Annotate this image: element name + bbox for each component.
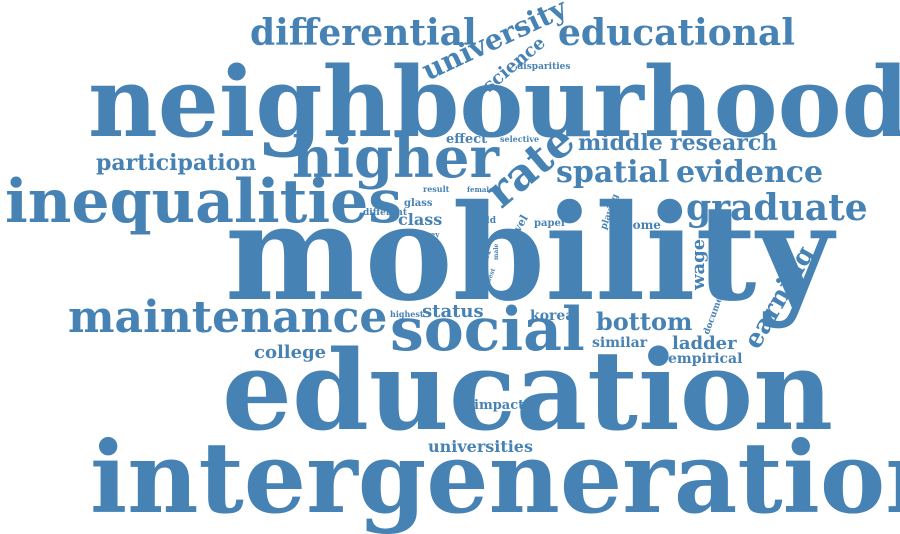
- word-female: female: [467, 185, 494, 194]
- word-male: male: [493, 243, 500, 260]
- word-highest: highest: [390, 309, 424, 319]
- word-glass: glass: [404, 198, 433, 209]
- word-education: education: [222, 326, 834, 455]
- word-graduate: graduate: [686, 187, 868, 229]
- word-social: social: [390, 295, 585, 365]
- word-effect: effect: [446, 132, 488, 147]
- word-spatial: spatial: [556, 155, 670, 190]
- word-survey: survey: [414, 230, 440, 239]
- word-ladder: ladder: [672, 333, 737, 354]
- word-similar: similar: [592, 335, 648, 351]
- word-role: role: [515, 242, 533, 252]
- word-higher: higher: [292, 125, 499, 191]
- word-educational: educational: [558, 12, 795, 54]
- word-universities: universities: [428, 437, 533, 456]
- word-participation: participation: [96, 150, 257, 176]
- word-college: college: [254, 342, 327, 363]
- word-selective: selective: [500, 134, 540, 144]
- word-income: income: [612, 218, 661, 232]
- word-evidence: evidence: [676, 155, 824, 190]
- word-bottom: bottom: [596, 307, 693, 336]
- word-disparities: disparities: [517, 62, 571, 72]
- word-inequalities: inequalities: [5, 167, 403, 237]
- word-maintenance: maintenance: [68, 292, 388, 343]
- word-result: result: [423, 184, 450, 194]
- word-differential: differential: [250, 12, 477, 54]
- word-paper: paper: [534, 218, 567, 229]
- word-different: different: [363, 208, 407, 218]
- word-intergenerational: intergenerational: [90, 421, 900, 534]
- word-field: field: [474, 216, 496, 226]
- word-middle: middle: [578, 130, 663, 156]
- word-korea: korea: [530, 308, 575, 324]
- word-status: status: [422, 301, 484, 322]
- word-research: research: [670, 130, 778, 156]
- word-impact: impact: [474, 398, 525, 413]
- word-wage: wage: [688, 238, 709, 290]
- word-empirical: empirical: [668, 351, 743, 367]
- word-neighbourhood: neighbourhood: [88, 46, 900, 159]
- word-class: class: [398, 210, 443, 229]
- word-mobility: mobility: [225, 176, 834, 331]
